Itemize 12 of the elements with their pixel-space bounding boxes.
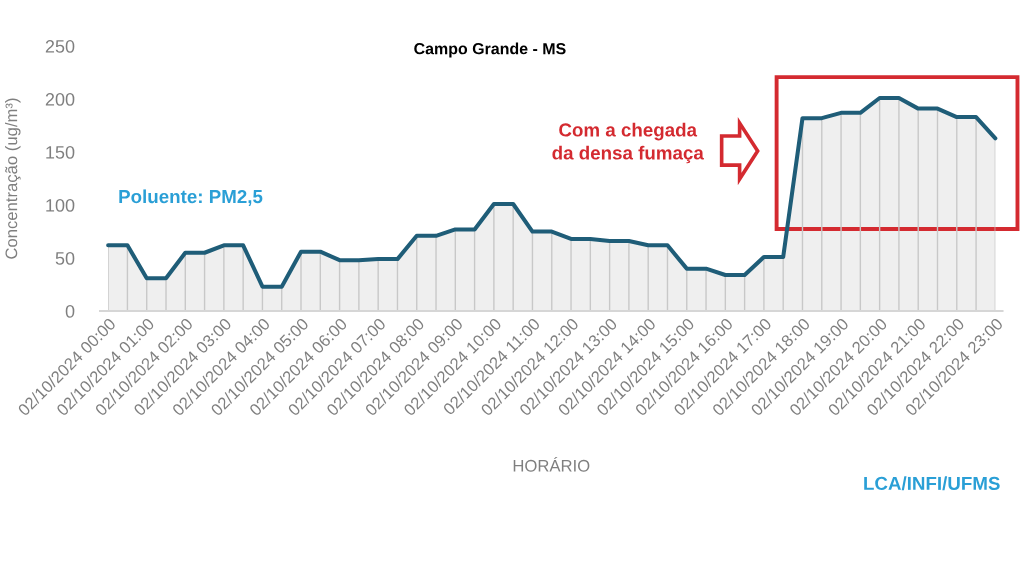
- text: LCA/INFI/UFMS: [864, 476, 1000, 491]
- x-axis-title: HORÁRIO: [513, 457, 590, 472]
- y-axis-title: Concentração (ug/m³): [5, 98, 21, 259]
- y-tick-label: 0: [65, 304, 75, 318]
- y-tick-label: 50: [55, 251, 75, 265]
- annotation: Com a chegada da densa fumaça: [552, 122, 704, 164]
- y-tick-label: 100: [46, 198, 75, 212]
- y-tick-label: 200: [45, 93, 75, 106]
- annotation: Poluente: PM2,5: [119, 189, 263, 206]
- chart-title: Campo Grande - MS: [414, 42, 566, 58]
- y-tick-label: 150: [46, 146, 75, 159]
- y-tick-label: 250: [45, 40, 75, 53]
